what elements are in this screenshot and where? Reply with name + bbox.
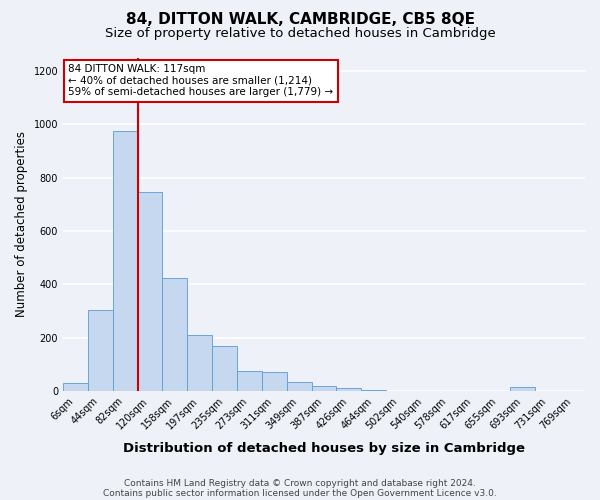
Text: Size of property relative to detached houses in Cambridge: Size of property relative to detached ho… — [104, 28, 496, 40]
Y-axis label: Number of detached properties: Number of detached properties — [15, 132, 28, 318]
Text: Contains HM Land Registry data © Crown copyright and database right 2024.: Contains HM Land Registry data © Crown c… — [124, 478, 476, 488]
X-axis label: Distribution of detached houses by size in Cambridge: Distribution of detached houses by size … — [123, 442, 525, 455]
Bar — [187, 335, 212, 391]
Bar — [212, 346, 237, 391]
Text: 84, DITTON WALK, CAMBRIDGE, CB5 8QE: 84, DITTON WALK, CAMBRIDGE, CB5 8QE — [125, 12, 475, 28]
Bar — [88, 310, 113, 391]
Bar — [311, 386, 337, 391]
Bar — [287, 382, 311, 391]
Text: Contains public sector information licensed under the Open Government Licence v3: Contains public sector information licen… — [103, 488, 497, 498]
Bar — [137, 192, 163, 391]
Bar — [163, 278, 187, 391]
Bar — [511, 387, 535, 391]
Bar — [436, 390, 461, 391]
Bar — [386, 390, 411, 391]
Bar — [560, 390, 585, 391]
Text: 84 DITTON WALK: 117sqm
← 40% of detached houses are smaller (1,214)
59% of semi-: 84 DITTON WALK: 117sqm ← 40% of detached… — [68, 64, 334, 98]
Bar — [113, 131, 137, 391]
Bar — [237, 371, 262, 391]
Bar — [337, 388, 361, 391]
Bar — [63, 383, 88, 391]
Bar — [262, 372, 287, 391]
Bar — [361, 390, 386, 391]
